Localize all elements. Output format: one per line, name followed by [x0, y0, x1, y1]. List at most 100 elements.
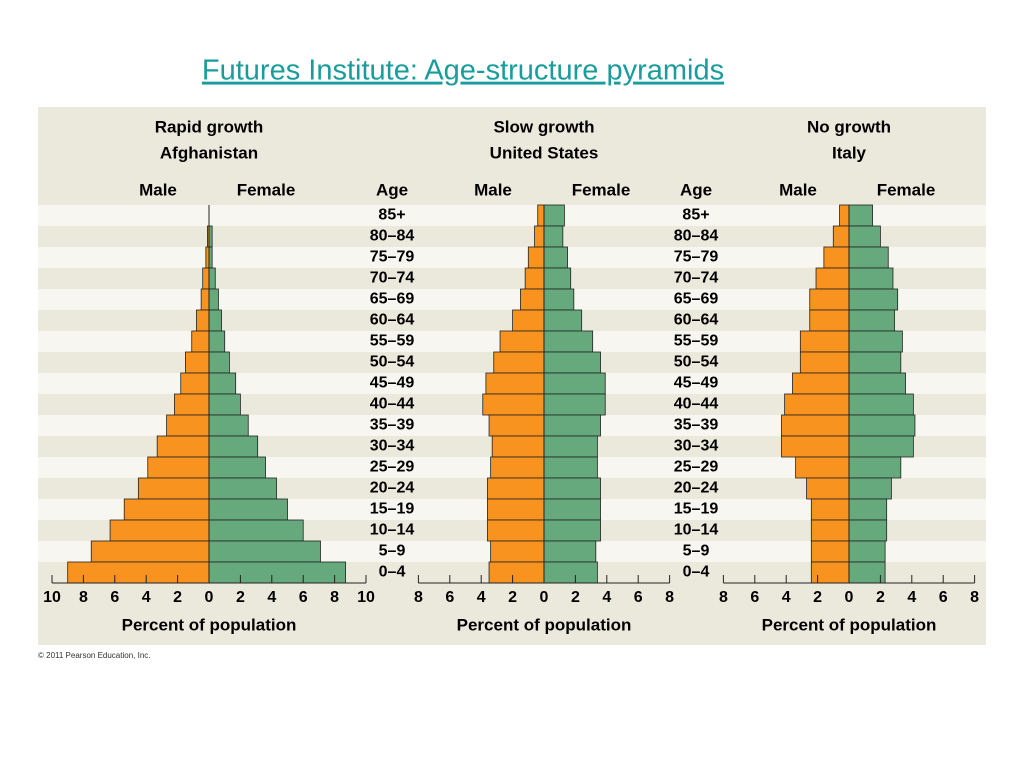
bar — [485, 372, 545, 395]
bar — [490, 540, 545, 563]
bar — [543, 477, 601, 500]
bar — [543, 414, 601, 437]
legend-label: Male — [139, 180, 177, 199]
x-tick-label: 0 — [845, 589, 854, 606]
bar — [208, 393, 241, 416]
bar — [493, 351, 545, 374]
bar — [784, 393, 850, 416]
bar — [208, 267, 216, 290]
bar — [799, 351, 850, 374]
bar — [810, 498, 850, 521]
row-stripe — [38, 289, 986, 310]
bar — [848, 393, 914, 416]
bar — [180, 372, 210, 395]
bar — [848, 372, 906, 395]
bar — [208, 330, 226, 353]
age-label: 30–34 — [674, 438, 719, 455]
bar — [848, 498, 888, 521]
x-tick-label: 4 — [267, 589, 276, 606]
bar — [848, 540, 886, 563]
bar — [208, 351, 230, 374]
age-label: 85+ — [682, 207, 709, 224]
bar — [537, 204, 545, 227]
chart-title: Slow growth — [493, 117, 594, 136]
bar — [543, 519, 601, 542]
bar — [848, 519, 888, 542]
bar — [848, 225, 881, 248]
bar — [848, 204, 873, 227]
bar — [848, 246, 889, 269]
age-label: 10–14 — [674, 522, 719, 539]
x-tick-label: 4 — [782, 589, 791, 606]
bar — [499, 330, 545, 353]
bar — [543, 435, 598, 458]
x-tick-label: 2 — [173, 589, 182, 606]
bar — [543, 225, 564, 248]
bar — [792, 372, 850, 395]
bar — [848, 435, 914, 458]
chart-title: No growth — [807, 117, 891, 136]
age-label: 50–54 — [674, 354, 719, 371]
x-tick-label: 2 — [813, 589, 822, 606]
bar — [202, 267, 210, 290]
age-label: 70–74 — [370, 270, 415, 287]
age-label: 75–79 — [674, 249, 719, 266]
age-label: 80–84 — [370, 228, 415, 245]
bar — [848, 267, 894, 290]
bar — [823, 246, 850, 269]
bar — [487, 519, 545, 542]
bar — [196, 309, 210, 332]
bar — [156, 435, 210, 458]
bar — [482, 393, 545, 416]
age-label: 10–14 — [370, 522, 415, 539]
age-label: 60–64 — [674, 312, 719, 329]
x-tick-label: 8 — [719, 589, 728, 606]
bar — [208, 498, 288, 521]
bar — [848, 309, 895, 332]
age-label: 15–19 — [674, 501, 719, 518]
bar — [208, 477, 277, 500]
bar — [848, 288, 899, 311]
x-tick-label: 6 — [750, 589, 759, 606]
x-tick-label: 8 — [414, 589, 423, 606]
bar — [487, 477, 545, 500]
bar — [185, 351, 210, 374]
bar — [543, 372, 606, 395]
age-label: 55–59 — [370, 333, 415, 350]
bar — [543, 498, 601, 521]
bar — [174, 393, 210, 416]
bar — [848, 414, 916, 437]
category-header: Age — [376, 180, 408, 199]
x-tick-label: 8 — [970, 589, 979, 606]
x-tick-label: 4 — [477, 589, 486, 606]
bar — [208, 309, 222, 332]
bar — [512, 309, 545, 332]
x-tick-label: 8 — [330, 589, 339, 606]
bar — [147, 456, 210, 479]
bar — [543, 204, 565, 227]
copyright: © 2011 Pearson Education, Inc. — [38, 651, 150, 660]
row-stripe — [38, 205, 986, 226]
x-tick-label: 6 — [634, 589, 643, 606]
age-label: 50–54 — [370, 354, 415, 371]
bar — [200, 288, 210, 311]
bar — [809, 288, 850, 311]
legend-label: Female — [877, 180, 936, 199]
age-label: 35–39 — [370, 417, 415, 434]
x-tick-label: 2 — [236, 589, 245, 606]
age-label: 0–4 — [379, 564, 406, 581]
age-label: 45–49 — [674, 375, 719, 392]
bar — [543, 330, 594, 353]
age-label: 45–49 — [370, 375, 415, 392]
bar — [487, 498, 545, 521]
bar — [208, 288, 219, 311]
bar — [848, 456, 902, 479]
bar — [810, 540, 850, 563]
bar — [109, 519, 210, 542]
slide-title: Futures Institute: Age-structure pyramid… — [202, 55, 724, 87]
bar — [799, 330, 850, 353]
legend-label: Female — [572, 180, 631, 199]
chart-subtitle: Italy — [832, 143, 867, 162]
bar — [832, 225, 850, 248]
